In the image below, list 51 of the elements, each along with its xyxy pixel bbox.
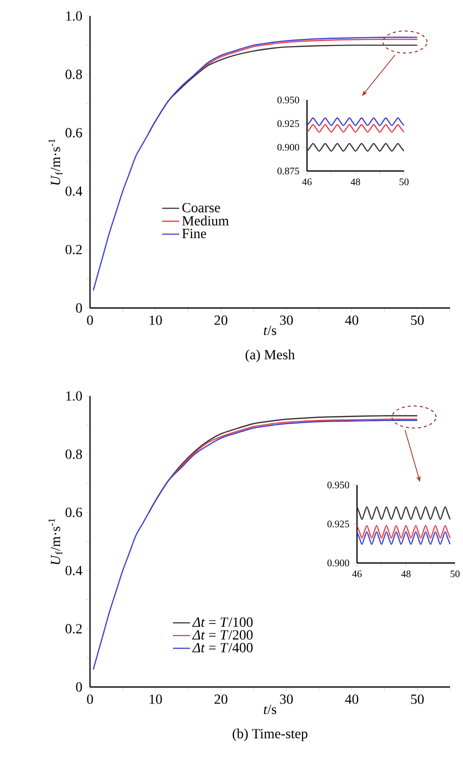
x-tick-label: 40 <box>344 694 358 704</box>
x-tick-label: 30 <box>280 316 293 325</box>
x-tick-label: 40 <box>344 316 358 325</box>
x-axis-title: t/s <box>264 704 276 714</box>
y-tick-label: 0.900 <box>327 560 349 566</box>
y-tick-label: 0.925 <box>327 520 349 528</box>
y-tick-label: 0.875 <box>277 168 299 174</box>
x-tick-label: 48 <box>350 178 360 186</box>
y-tick-label: 0 <box>76 303 82 313</box>
legend-label: Δt = T/400 <box>192 642 252 652</box>
x-tick-label: 46 <box>302 178 312 186</box>
text: (b) Time-step <box>232 728 308 742</box>
y-tick-label: 0.2 <box>65 244 82 254</box>
legend-label: Medium <box>182 216 229 226</box>
x-tick-label: 20 <box>214 694 228 704</box>
x-tick-label: 30 <box>280 694 293 704</box>
x-tick-label: 50 <box>399 178 408 186</box>
text: (a) Mesh <box>245 350 295 362</box>
y-tick-label: 0.4 <box>65 186 82 196</box>
y-tick-label: 0.6 <box>65 128 82 138</box>
x-axis-title: t/s <box>264 326 276 336</box>
y-tick-label: 0.4 <box>65 566 82 576</box>
y-tick-label: 0 <box>76 682 82 692</box>
y-axis-title: U$_{f}$/m·s$^{-1}$ <box>48 139 62 185</box>
y-tick-label: 0.2 <box>65 624 82 634</box>
x-tick-label: 20 <box>214 316 228 325</box>
legend-label: Δt = T/200 <box>192 630 252 640</box>
x-tick-label: 50 <box>450 570 460 578</box>
y-tick-label: 0.6 <box>65 508 82 518</box>
line-series <box>92 36 418 292</box>
x-tick-label: 10 <box>150 694 162 704</box>
x-tick-label: 50 <box>410 316 424 325</box>
x-tick-label: 0 <box>86 694 93 704</box>
line-series <box>92 420 418 670</box>
y-tick-label: 0.8 <box>65 449 82 459</box>
x-tick-label: 0 <box>86 316 93 325</box>
y-axis-title: U$_{f}$/m·s$^{-1}$ <box>48 518 62 564</box>
y-tick-label: 1.0 <box>66 391 82 401</box>
y-tick-label: 0.8 <box>65 70 82 80</box>
x-tick-label: 48 <box>401 570 410 578</box>
legend-label: Fine <box>182 228 206 238</box>
x-tick-label: 10 <box>150 316 162 325</box>
y-tick-label: 1.0 <box>66 11 82 21</box>
y-tick-label: 0.950 <box>327 482 349 488</box>
legend-label: Coarse <box>182 202 220 212</box>
x-tick-label: 46 <box>352 570 362 578</box>
y-tick-label: 0.900 <box>277 144 299 151</box>
x-tick-label: 50 <box>410 694 424 704</box>
legend-label: Δt = T/100 <box>192 617 252 627</box>
y-tick-label: 0.950 <box>277 96 299 104</box>
y-tick-label: 0.925 <box>277 120 299 128</box>
